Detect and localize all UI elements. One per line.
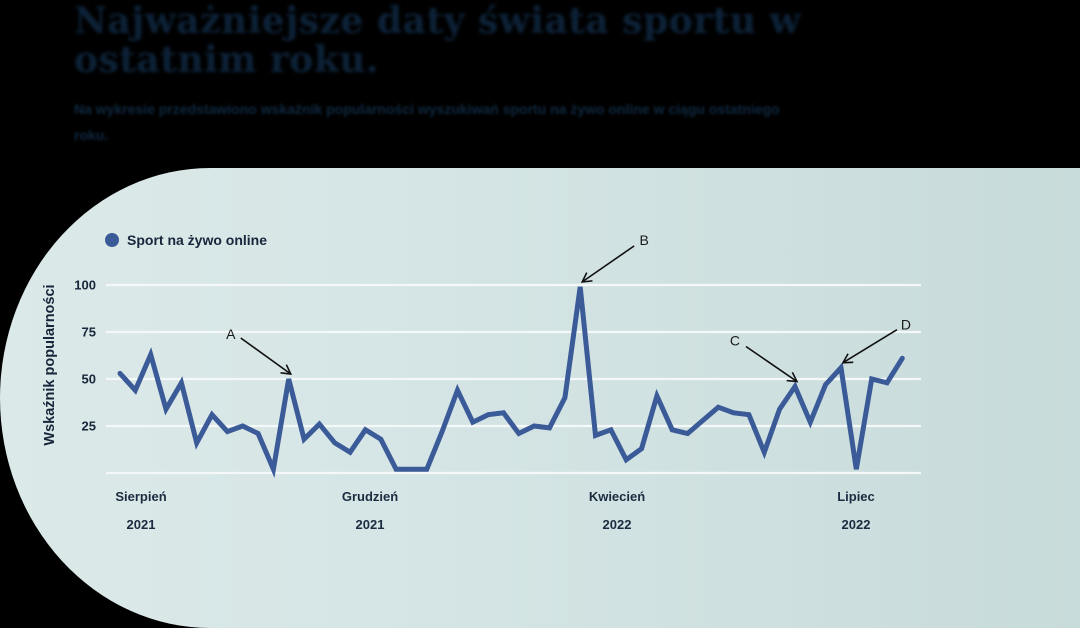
x-tick-month: Grudzień xyxy=(341,489,399,504)
legend-dot-icon xyxy=(105,233,119,247)
annotation-label-b: B xyxy=(640,232,649,248)
series-line xyxy=(117,286,905,478)
x-tick-kwiecien-2022: Kwiecień 2022 xyxy=(572,488,662,533)
page-subtitle: Na wykresie przedstawiono wskaźnik popul… xyxy=(74,101,780,143)
annotations: A B C D xyxy=(226,232,911,383)
x-tick-month: Lipiec xyxy=(837,489,875,504)
x-tick-sierpien-2021: Sierpień 2021 xyxy=(96,488,186,533)
annotation-arrow-c xyxy=(745,345,799,383)
x-tick-lipiec-2022: Lipiec 2022 xyxy=(811,488,901,533)
line-plot: A B C D xyxy=(106,232,921,478)
y-tick-25: 25 xyxy=(81,418,96,434)
y-tick-100: 100 xyxy=(74,277,96,293)
x-tick-grudzien-2021: Grudzień 2021 xyxy=(325,488,415,533)
y-tick-50: 50 xyxy=(81,371,96,387)
annotation-arrow-d xyxy=(841,329,898,364)
chart-legend: Sport na żywo online xyxy=(105,232,267,248)
annotation-label-a: A xyxy=(226,326,236,342)
x-tick-month: Kwiecień xyxy=(588,489,646,504)
annotation-arrow-a xyxy=(240,337,293,375)
legend-label: Sport na żywo online xyxy=(127,232,268,248)
x-tick-year: 2022 xyxy=(602,517,632,532)
x-tick-month: Sierpień xyxy=(115,489,167,504)
annotation-arrow-b xyxy=(580,245,635,283)
annotation-label-d: D xyxy=(901,317,911,333)
annotation-label-c: C xyxy=(730,333,740,349)
gridlines xyxy=(106,283,921,475)
x-tick-year: 2022 xyxy=(841,517,871,532)
chart-panel xyxy=(0,168,1080,628)
x-tick-year: 2021 xyxy=(126,517,156,532)
x-tick-year: 2021 xyxy=(355,517,385,532)
y-tick-75: 75 xyxy=(81,324,96,340)
page-title: Najważniejsze daty świata sportu w ostat… xyxy=(74,0,802,81)
